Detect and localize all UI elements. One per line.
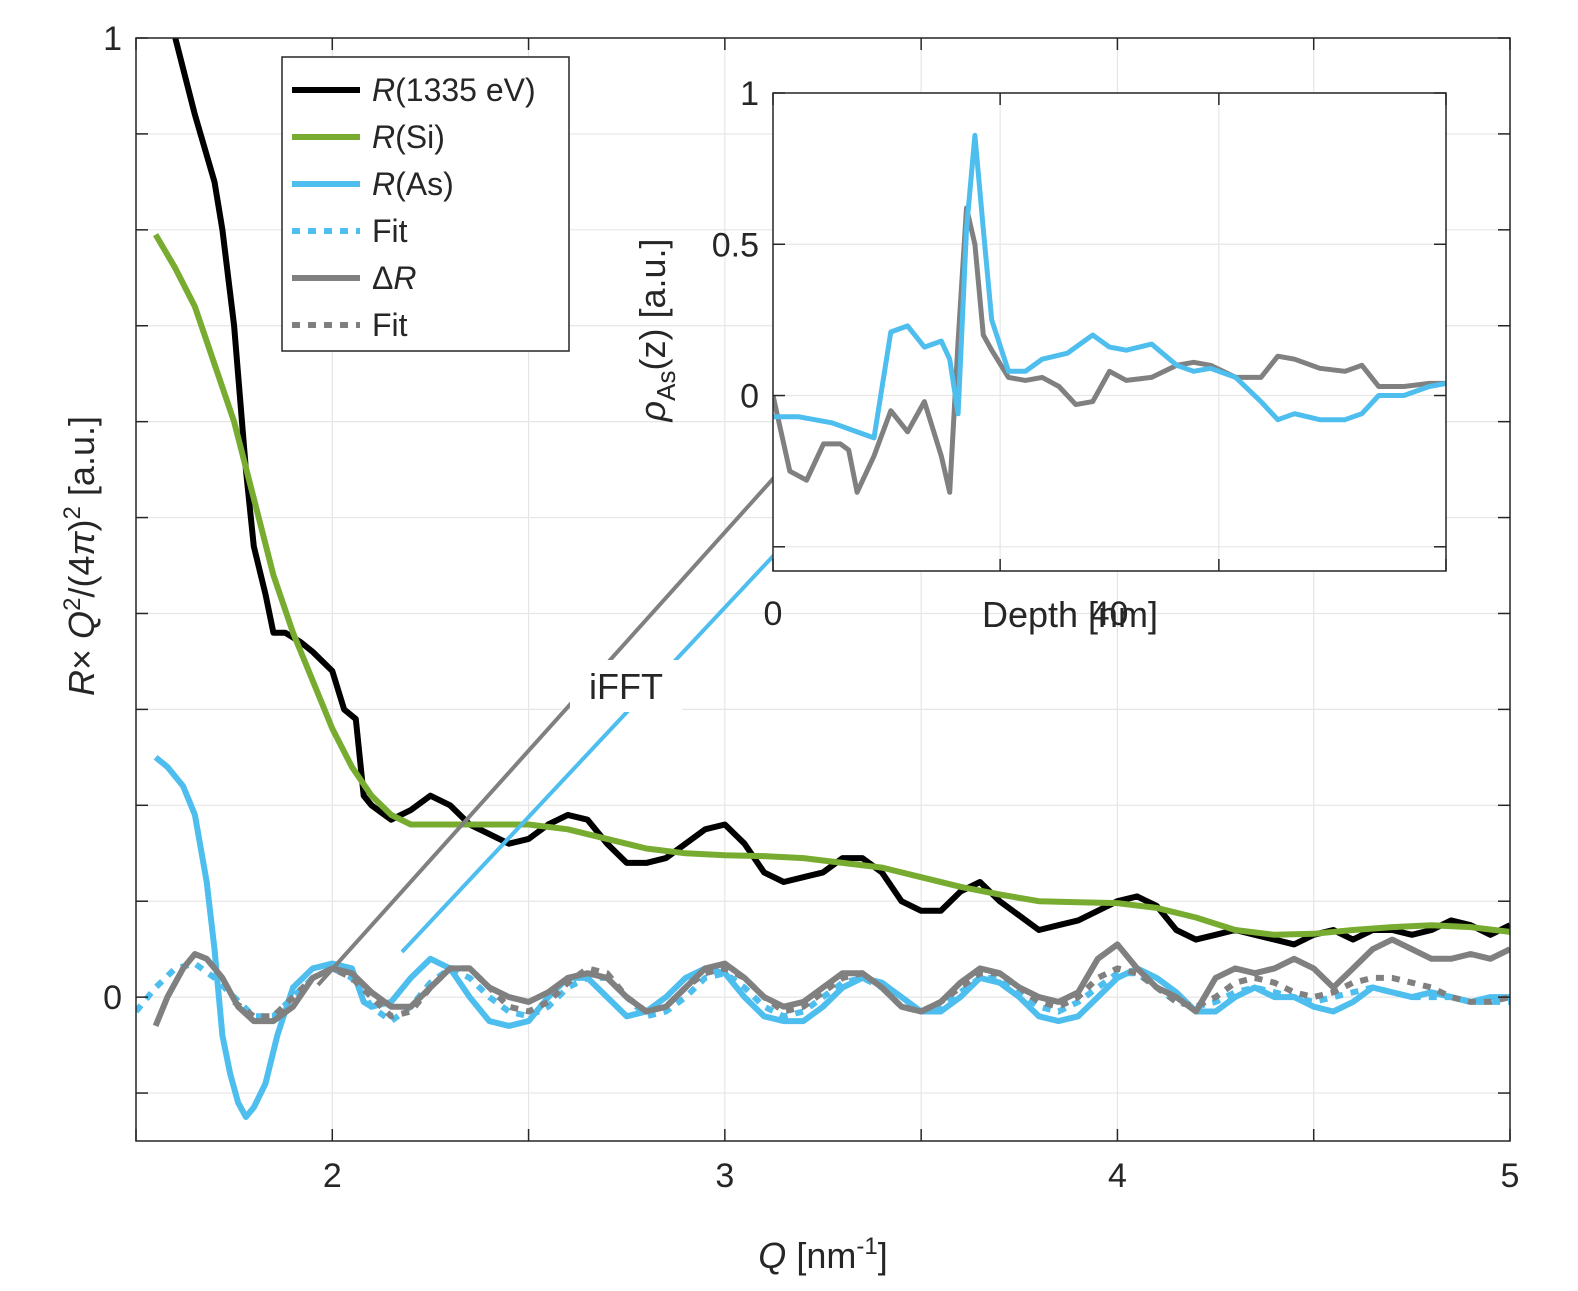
inset-axes: 0 40 0 0.5 1 Depth [nm] ρAs(z) [a.u.] (632, 75, 1447, 635)
main-xtick-label: 5 (1501, 1157, 1520, 1195)
series-line-dR (152, 936, 1510, 1028)
inset-xtick-label: 40 (1091, 595, 1129, 633)
inset-tick-labels: 0 40 0 0.5 1 (712, 75, 1129, 633)
legend-item-r1335: R(1335 eV) (292, 72, 536, 108)
main-x-axis-label: Q [nm-1] (758, 1233, 887, 1276)
legend-item-delta-r: ΔR (292, 260, 416, 296)
main-axes-box (135, 37, 1511, 1142)
legend-label-delta-r: ΔR (372, 260, 416, 296)
legend-label-r1335: R(1335 eV) (372, 72, 536, 108)
ifft-arrow-gray (316, 430, 817, 987)
legend-box (281, 56, 570, 352)
series-line-rhoAs (773, 132, 1446, 441)
main-xtick-label: 4 (1108, 1157, 1127, 1195)
legend-item-fit-as: Fit (292, 213, 408, 249)
legend-label-fit-dr: Fit (372, 307, 408, 343)
legend-item-rsi: R(Si) (292, 119, 445, 155)
series-line-FitAs (136, 960, 1510, 1025)
inset-plot-area (773, 93, 1446, 571)
main-xtick-label: 2 (323, 1157, 342, 1195)
legend-label-fit-as: Fit (372, 213, 408, 249)
inset-xtick-label: 0 (764, 595, 783, 633)
series-line-RSi (153, 233, 1510, 938)
series-line-rhoDR (773, 205, 1446, 495)
legend-label-ras: R(As) (372, 166, 454, 202)
main-tick-labels: 2 3 4 5 0 1 (103, 20, 1519, 1195)
series-line-R1335 (172, 38, 1510, 948)
series-line-FitdR (232, 965, 1510, 1020)
ifft-label-bg (570, 660, 682, 712)
main-legend: R(1335 eV) R(Si) R(As) Fit ΔR Fit (281, 56, 570, 352)
inset-y-axis-label: ρAs(z) [a.u.] (632, 239, 681, 423)
main-ytick-label: 0 (103, 979, 122, 1017)
main-series-group (136, 38, 1510, 1120)
inset-axes-box (772, 92, 1447, 572)
legend-item-ras: R(As) (292, 166, 454, 202)
ifft-label: iFFT (589, 666, 663, 707)
inset-ytick-label: 1 (740, 75, 759, 113)
inset-ytick-label: 0.5 (712, 226, 759, 264)
inset-ytick-label: 0 (740, 378, 759, 416)
ifft-annotation: iFFT (316, 328, 987, 987)
legend-label-rsi: R(Si) (372, 119, 445, 155)
inset-series-group (773, 132, 1446, 495)
main-xtick-label: 3 (715, 1157, 734, 1195)
legend-item-fit-dr: Fit (292, 307, 408, 343)
main-y-axis-label: R× Q2/(4π)2 [a.u.] (59, 416, 102, 696)
main-ytick-label: 1 (103, 20, 122, 58)
inset-x-axis-label: Depth [nm] (982, 594, 1158, 635)
